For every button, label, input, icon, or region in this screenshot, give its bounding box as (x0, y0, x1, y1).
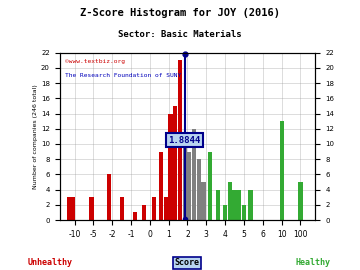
Bar (71, 197, 75, 220)
Bar (233, 190, 237, 220)
Bar (280, 159, 284, 220)
Bar (201, 182, 206, 220)
Bar (159, 151, 163, 220)
Text: 1.8844: 1.8844 (168, 136, 201, 145)
Bar (133, 212, 137, 220)
Bar (164, 197, 168, 220)
Bar (89, 197, 94, 220)
Bar (187, 151, 192, 220)
Bar (152, 197, 156, 220)
Bar (183, 144, 187, 220)
Bar (242, 205, 246, 220)
Bar (248, 190, 253, 220)
Bar (279, 121, 284, 220)
Bar (298, 182, 303, 220)
Bar (197, 159, 201, 220)
Bar (173, 106, 177, 220)
Y-axis label: Number of companies (246 total): Number of companies (246 total) (33, 84, 38, 189)
Bar (120, 197, 124, 220)
Text: The Research Foundation of SUNY: The Research Foundation of SUNY (64, 73, 181, 78)
Bar (216, 190, 220, 220)
Text: Score: Score (175, 258, 200, 267)
Bar (228, 182, 232, 220)
Bar (208, 151, 212, 220)
Bar (192, 129, 196, 220)
Text: Sector: Basic Materials: Sector: Basic Materials (118, 30, 242, 39)
Bar (168, 113, 172, 220)
Bar (107, 174, 111, 220)
Bar (142, 205, 146, 220)
Bar (237, 190, 241, 220)
Text: Z-Score Histogram for JOY (2016): Z-Score Histogram for JOY (2016) (80, 8, 280, 18)
Text: Unhealthy: Unhealthy (28, 258, 73, 267)
Text: Healthy: Healthy (296, 258, 331, 267)
Bar (178, 60, 182, 220)
Bar (223, 205, 227, 220)
Text: ©www.textbiz.org: ©www.textbiz.org (64, 59, 125, 64)
Bar (67, 197, 71, 220)
